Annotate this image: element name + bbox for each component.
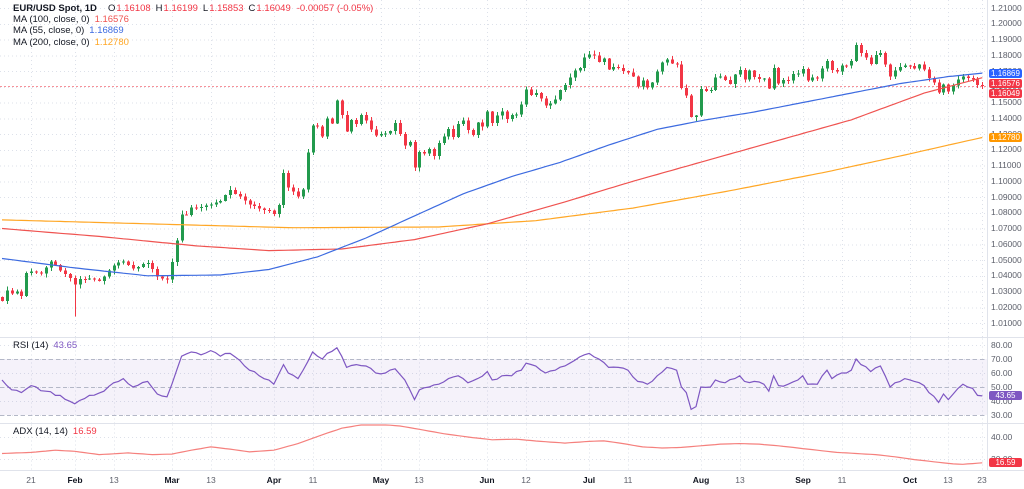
date-axis-tick: 11 [308, 475, 318, 485]
price-axis-tick: 1.03000 [991, 286, 1022, 297]
adx-value: 16.59 [72, 426, 97, 437]
ma200-label: MA (200, close, 0) [13, 36, 90, 48]
ma55-value: 1.16869 [89, 25, 124, 37]
price-axis-tick: 1.09000 [991, 191, 1022, 202]
rsi-axis-tick: 30.00 [991, 409, 1013, 420]
symbol-title: EUR/USD Spot, 1D [13, 3, 97, 14]
price-axis-tick: 1.14000 [991, 112, 1022, 123]
adx-pane-legend: ADX (14, 14) 16.59 [13, 426, 97, 437]
change-value: -0.00057 (-0.05%) [296, 3, 374, 14]
date-axis-tick: Aug [692, 475, 710, 485]
date-axis-tick: 13 [414, 475, 424, 485]
ohlc-high-value: 1.16199 [163, 3, 198, 14]
date-axis-tick: 13 [735, 475, 745, 485]
price-axis-tick: 1.21000 [991, 2, 1022, 13]
date-axis-tick: 12 [521, 475, 531, 485]
price-axis-tick: 1.12000 [991, 144, 1022, 155]
price-axis-tick: 1.02000 [991, 301, 1022, 312]
rsi-label: RSI (14) [13, 340, 49, 351]
rsi-axis-tick: 40.00 [991, 395, 1013, 406]
ma100-value: 1.16576 [94, 14, 129, 26]
date-axis-tick: Apr [266, 475, 282, 485]
date-axis-tick: 23 [977, 475, 987, 485]
date-axis-tick: 13 [943, 475, 953, 485]
ohlc-open-value: 1.16108 [116, 3, 151, 14]
date-axis-tick: Jul [582, 475, 596, 485]
date-axis-tick: Mar [164, 475, 180, 485]
price-axis-tick: 1.20000 [991, 18, 1022, 29]
price-axis-tick: 1.10000 [991, 175, 1022, 186]
date-scale[interactable] [0, 471, 1024, 489]
price-axis-tick: 1.04000 [991, 270, 1022, 281]
price-axis-tick: 1.05000 [991, 254, 1022, 265]
ma100-label: MA (100, close, 0) [13, 14, 90, 26]
price-axis-tick: 1.06000 [991, 238, 1022, 249]
ma200-value: 1.12780 [94, 36, 129, 48]
ohlc-open-label: O [107, 3, 116, 14]
price-badge: 1.16576 [989, 78, 1022, 88]
price-axis-tick: 1.07000 [991, 223, 1022, 234]
date-axis-tick: 11 [623, 475, 633, 485]
price-axis-tick: 1.19000 [991, 34, 1022, 45]
ma55-label: MA (55, close, 0) [13, 25, 85, 37]
adx-axis-tick: 40.00 [991, 431, 1013, 442]
date-axis-tick: 11 [837, 475, 847, 485]
price-pane-legend: EUR/USD Spot, 1D O1.16108 H1.16199 L1.15853… [13, 3, 373, 48]
rsi-axis-tick: 80.00 [991, 339, 1013, 350]
price-badge: 1.16049 [989, 88, 1022, 98]
adx-label: ADX (14, 14) [13, 426, 68, 437]
price-axis-tick: 1.11000 [991, 160, 1022, 171]
rsi-badge: 43.65 [989, 391, 1022, 401]
date-axis-tick: Feb [67, 475, 83, 485]
price-axis-tick: 1.08000 [991, 207, 1022, 218]
rsi-pane-legend: RSI (14) 43.65 [13, 340, 77, 351]
ma100-legend-row: MA (100, close, 0) 1.16576 [13, 14, 373, 25]
date-axis-tick: 13 [206, 475, 216, 485]
date-axis-tick: 21 [26, 475, 36, 485]
ohlc-low-label: L [202, 3, 209, 14]
adx-badge: 16.59 [989, 458, 1022, 468]
price-axis-tick: 1.15000 [991, 97, 1022, 108]
ohlc-high-label: H [155, 3, 163, 14]
ohlc-close-value: 1.16049 [256, 3, 291, 14]
price-axis-tick: 1.01000 [991, 317, 1022, 328]
ohlc-low-value: 1.15853 [209, 3, 244, 14]
symbol-legend-row: EUR/USD Spot, 1D O1.16108 H1.16199 L1.15853… [13, 3, 373, 14]
ohlc-close-label: C [248, 3, 256, 14]
price-axis-tick: 1.18000 [991, 49, 1022, 60]
price-badge: 1.16869 [989, 68, 1022, 78]
ma200-legend-row: MA (200, close, 0) 1.12780 [13, 37, 373, 48]
rsi-value: 43.65 [53, 340, 78, 351]
date-axis-tick: Jun [479, 475, 495, 485]
rsi-axis-tick: 50.00 [991, 381, 1013, 392]
rsi-axis-tick: 70.00 [991, 353, 1013, 364]
ma55-legend-row: MA (55, close, 0) 1.16869 [13, 25, 373, 36]
price-badge: 1.12780 [989, 132, 1022, 142]
date-axis-tick: Oct [902, 475, 918, 485]
date-axis-tick: 13 [109, 475, 119, 485]
date-axis-tick: Sep [795, 475, 811, 485]
date-axis-tick: May [372, 475, 390, 485]
rsi-axis-tick: 60.00 [991, 367, 1013, 378]
